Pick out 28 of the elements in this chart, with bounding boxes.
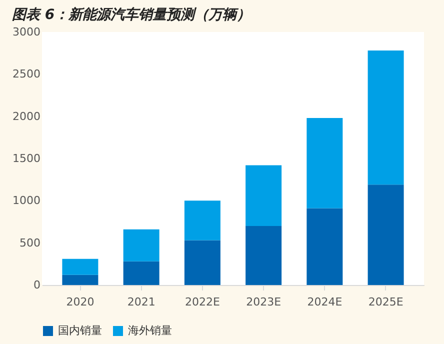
bar (62, 258, 98, 275)
x-tick-label: 2024E (307, 296, 342, 308)
y-tick-label: 2500 (12, 68, 40, 81)
y-tick-label: 500 (20, 236, 40, 250)
bar (368, 50, 404, 185)
x-tick-label: 2021 (127, 296, 156, 308)
y-tick-label: 1500 (12, 152, 40, 165)
y-tick-label: 2000 (12, 110, 40, 123)
bar (184, 240, 220, 285)
y-tick-label: 0 (34, 278, 40, 292)
bar (246, 165, 282, 226)
y-tick-label: 1000 (12, 194, 40, 208)
bar (123, 261, 160, 285)
bar (123, 229, 160, 262)
chart-title: 图表 6：新能源汽车销量预测（万辆） (12, 6, 251, 23)
bar (184, 200, 220, 240)
legend-label: 海外销量 (128, 324, 172, 337)
bar (306, 118, 343, 208)
legend-label: 国内销量 (58, 324, 102, 337)
x-tick-label: 2023E (246, 296, 282, 308)
bar (306, 208, 343, 285)
bar (62, 274, 98, 285)
x-tick-label: 2022E (184, 296, 220, 308)
bar (246, 226, 282, 285)
y-tick-label: 3000 (12, 26, 40, 38)
bar (368, 184, 404, 285)
x-tick-label: 2025E (368, 296, 404, 308)
x-tick-label: 2020 (66, 296, 94, 308)
